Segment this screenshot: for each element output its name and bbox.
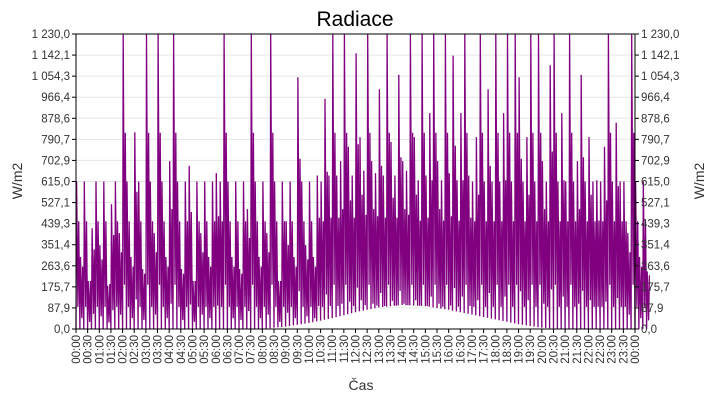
x-tick-label: 00:00 (71, 335, 83, 364)
x-tick-label: 10:30 (316, 335, 328, 364)
x-tick-label: 04:30 (176, 335, 188, 364)
y-tick-label-right: 0,0 (641, 324, 657, 336)
x-tick-label: 23:00 (607, 335, 619, 364)
x-tick-label: 05:30 (199, 335, 211, 364)
x-tick-label: 07:30 (246, 335, 258, 364)
x-tick-label: 13:30 (385, 335, 397, 364)
x-tick-label: 16:30 (455, 335, 467, 364)
x-tick-label: 20:00 (537, 335, 549, 364)
x-tick-label: 05:00 (187, 335, 199, 364)
y-tick-label-left: 702,9 (41, 155, 70, 167)
x-tick-label: 07:00 (234, 335, 246, 364)
y-tick-label-right: 790,7 (641, 134, 670, 146)
x-tick-label: 15:00 (420, 335, 432, 364)
x-tick-label: 14:00 (397, 335, 409, 364)
x-tick-label: 22:30 (595, 335, 607, 364)
y-tick-label-left: 0,0 (54, 324, 70, 336)
x-tick-label: 17:30 (479, 335, 491, 364)
y-tick-label-right: 87,9 (641, 303, 663, 315)
y-tick-label-left: 175,7 (41, 282, 70, 294)
x-tick-label: 00:30 (83, 335, 95, 364)
x-tick-label: 00:00 (630, 335, 642, 364)
x-tick-label: 21:00 (560, 335, 572, 364)
y-tick-label-right: 1 142,1 (641, 50, 679, 62)
y-tick-label-left: 87,9 (48, 303, 70, 315)
x-tick-label: 16:00 (444, 335, 456, 364)
x-tick-label: 13:00 (374, 335, 386, 364)
y-axis-label-left: W/m2 (9, 163, 25, 200)
x-tick-label: 14:30 (409, 335, 421, 364)
x-tick-label: 09:30 (292, 335, 304, 364)
radiation-series-line (75, 33, 651, 330)
x-tick-label: 03:30 (153, 335, 165, 364)
y-tick-label-right: 702,9 (641, 155, 670, 167)
x-tick-label: 10:00 (304, 335, 316, 364)
y-tick-label-left: 966,4 (41, 92, 70, 104)
y-tick-label-left: 263,6 (41, 261, 70, 273)
x-tick-label: 22:00 (583, 335, 595, 364)
y-axis-label-right: W/m2 (691, 163, 707, 200)
y-tick-label-left: 1 230,0 (32, 29, 70, 41)
x-tick-label: 01:00 (94, 335, 106, 364)
x-tick-label: 04:00 (164, 335, 176, 364)
x-tick-label: 11:30 (339, 335, 351, 363)
x-tick-label: 02:30 (129, 335, 141, 364)
x-tick-label: 08:30 (269, 335, 281, 364)
x-tick-label: 18:30 (502, 335, 514, 364)
x-tick-label: 09:00 (281, 335, 293, 364)
y-tick-label-right: 966,4 (641, 92, 670, 104)
y-tick-label-right: 527,1 (641, 198, 670, 210)
y-tick-label-left: 1 142,1 (32, 50, 70, 62)
y-tick-label-right: 878,6 (641, 113, 670, 125)
y-tick-label-left: 351,4 (41, 240, 70, 252)
y-tick-label-right: 351,4 (641, 240, 670, 252)
x-tick-label: 06:30 (222, 335, 234, 364)
x-tick-label: 15:30 (432, 335, 444, 364)
y-tick-label-left: 615,0 (41, 177, 70, 189)
chart-title: Radiace (316, 8, 393, 31)
x-tick-label: 17:00 (467, 335, 479, 364)
y-tick-label-left: 439,3 (41, 219, 70, 231)
x-tick-label: 12:00 (351, 335, 363, 364)
x-tick-label: 20:30 (548, 335, 560, 364)
y-tick-label-right: 615,0 (641, 177, 670, 189)
x-tick-label: 18:00 (490, 335, 502, 364)
y-tick-label-right: 1 054,3 (641, 71, 679, 83)
x-tick-label: 19:30 (525, 335, 537, 364)
y-tick-label-right: 263,6 (641, 261, 670, 273)
y-tick-label-left: 878,6 (41, 113, 70, 125)
x-tick-label: 23:30 (618, 335, 630, 364)
x-tick-label: 19:00 (514, 335, 526, 364)
y-tick-label-right: 1 230,0 (641, 29, 679, 41)
y-tick-label-left: 527,1 (41, 198, 70, 210)
x-tick-label: 06:00 (211, 335, 223, 364)
x-tick-label: 08:00 (257, 335, 269, 364)
y-tick-label-right: 175,7 (641, 282, 670, 294)
x-tick-label: 21:30 (572, 335, 584, 364)
x-tick-label: 01:30 (106, 335, 118, 364)
y-tick-label-left: 790,7 (41, 134, 70, 146)
x-tick-label: 11:00 (327, 335, 339, 363)
x-tick-label: 02:00 (118, 335, 130, 364)
y-tick-label-left: 1 054,3 (32, 71, 70, 83)
y-tick-label-right: 439,3 (641, 219, 670, 231)
x-axis-label: Čas (349, 377, 374, 393)
x-tick-label: 12:30 (362, 335, 374, 364)
x-tick-label: 03:00 (141, 335, 153, 364)
